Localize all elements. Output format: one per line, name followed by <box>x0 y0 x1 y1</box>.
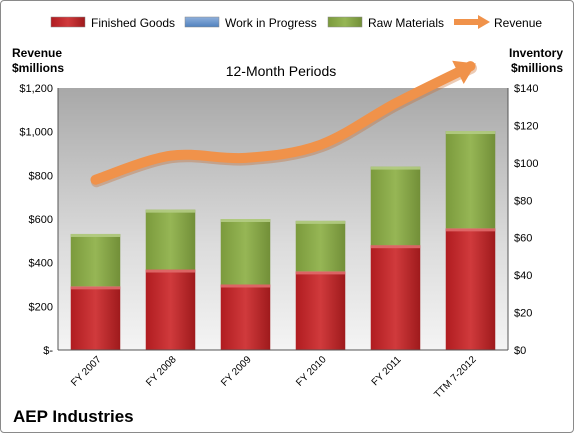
bar-raw-materials <box>220 219 271 285</box>
right-tick-label: $120 <box>514 120 538 132</box>
bar-top-highlight <box>145 209 196 213</box>
left-axis-title-line2: $millions <box>12 61 64 75</box>
x-tick-label: FY 2010 <box>294 354 329 389</box>
right-tick-label: $60 <box>514 233 532 245</box>
bar-finished-goods <box>70 286 121 350</box>
x-tick-label: FY 2007 <box>69 354 104 389</box>
left-tick-labels: $- $200 $400 $600 $800 $1,000 $1,200 <box>19 83 53 357</box>
bar-top-highlight <box>295 220 346 224</box>
x-tick-labels: FY 2007 FY 2008 FY 2009 FY 2010 FY 2011 TTM 7… <box>69 354 479 401</box>
right-tick-label: $20 <box>514 308 532 320</box>
legend-swatch-finished-goods <box>50 16 86 28</box>
right-axis-title-line2: $millions <box>511 61 563 75</box>
legend-arrow-revenue <box>478 15 490 29</box>
left-tick-label: $- <box>43 345 53 357</box>
plot-area <box>58 88 508 350</box>
left-tick-label: $600 <box>29 214 53 226</box>
legend-swatch-raw-materials <box>327 16 363 28</box>
bar-top-highlight <box>220 219 271 222</box>
legend-swatch-work-in-progress <box>184 16 220 28</box>
bar-raw-materials <box>70 233 121 287</box>
right-tick-label: $80 <box>514 195 532 207</box>
bar-finished-goods <box>370 245 421 350</box>
bar-top-highlight <box>295 271 346 275</box>
revenue-arrowhead <box>452 60 476 85</box>
legend-label-finished-goods: Finished Goods <box>91 16 175 30</box>
bar-top-highlight <box>370 245 421 249</box>
bar-top-highlight <box>70 233 121 237</box>
bar-top-highlight <box>145 269 196 273</box>
company-name: AEP Industries <box>13 407 134 426</box>
bar-finished-goods <box>295 271 346 350</box>
left-tick-label: $400 <box>29 258 53 270</box>
right-tick-label: $100 <box>514 158 538 170</box>
legend: Finished Goods Work in Progress Raw Materi… <box>50 15 542 30</box>
left-axis-title-line1: Revenue <box>12 46 62 60</box>
legend-label-work-in-progress: Work in Progress <box>225 16 317 30</box>
bar-top-highlight <box>70 286 121 290</box>
x-tick-label: FY 2009 <box>219 354 254 389</box>
right-tick-labels: $0 $20 $40 $60 $80 $100 $120 $140 <box>514 83 538 357</box>
bar-group <box>70 131 496 350</box>
bar-finished-goods <box>145 269 196 350</box>
left-tick-label: $1,000 <box>19 127 53 139</box>
x-tick-label: FY 2008 <box>144 354 179 389</box>
x-tick-label: TTM 7-2012 <box>432 354 479 401</box>
bar-raw-materials <box>145 209 196 270</box>
legend-label-raw-materials: Raw Materials <box>368 16 444 30</box>
left-tick-label: $1,200 <box>19 83 53 95</box>
left-tick-label: $200 <box>29 301 53 313</box>
revenue-line <box>90 61 476 185</box>
chart-subtitle: 12-Month Periods <box>226 63 337 79</box>
bar-top-highlight <box>445 131 496 135</box>
bar-raw-materials <box>295 220 346 272</box>
right-tick-label: $140 <box>514 83 538 95</box>
bar-raw-materials <box>445 131 496 229</box>
bar-raw-materials <box>370 166 421 246</box>
revenue-line-group <box>90 60 477 188</box>
x-tick-label: FY 2011 <box>370 354 404 388</box>
right-tick-label: $40 <box>514 270 532 282</box>
legend-label-revenue: Revenue <box>494 16 542 30</box>
bar-top-highlight <box>220 284 271 288</box>
right-tick-label: $0 <box>514 345 526 357</box>
bar-finished-goods <box>445 228 496 350</box>
bar-top-highlight <box>445 228 496 232</box>
bar-top-highlight <box>370 166 421 170</box>
right-axis-title-line1: Inventory <box>509 46 563 60</box>
left-tick-label: $800 <box>29 170 53 182</box>
bar-finished-goods <box>220 284 271 350</box>
